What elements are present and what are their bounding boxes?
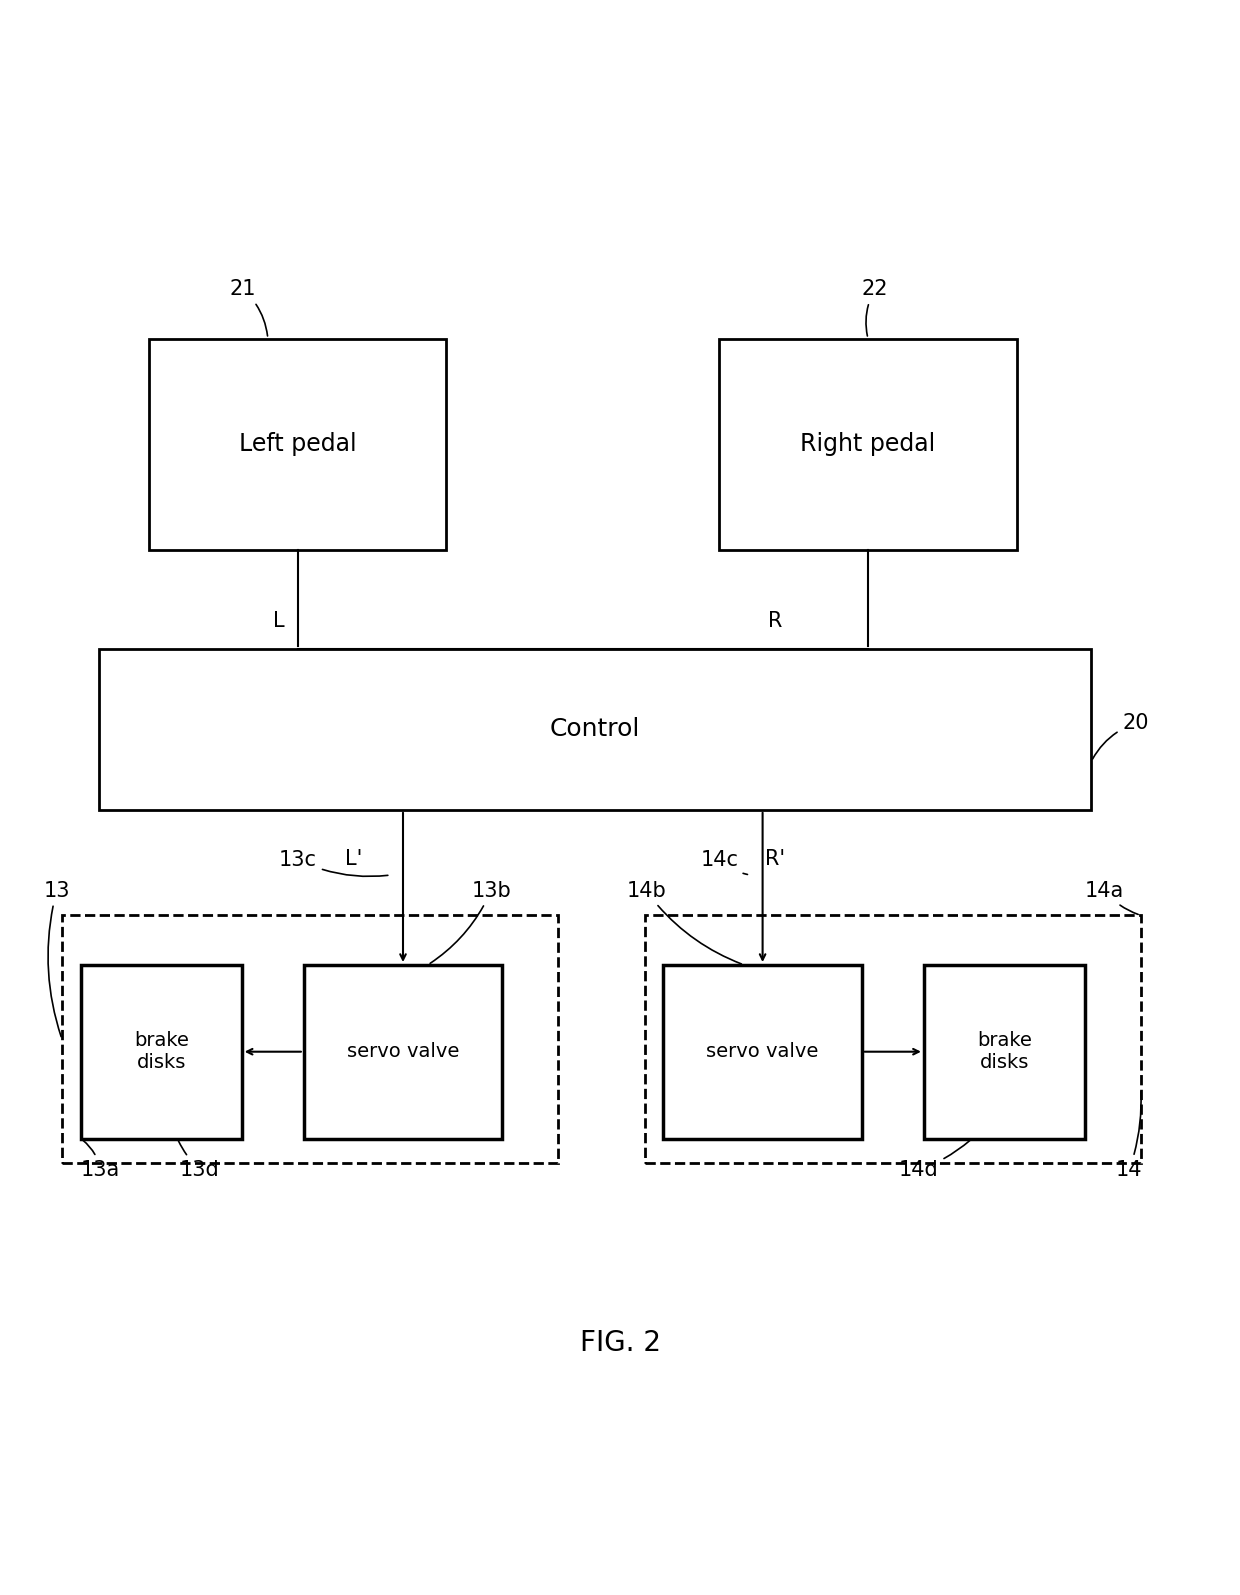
Text: 14c: 14c [701, 850, 748, 874]
Text: 14b: 14b [626, 880, 742, 963]
FancyBboxPatch shape [149, 338, 446, 550]
Text: FIG. 2: FIG. 2 [579, 1329, 661, 1357]
Text: 13d: 13d [179, 1140, 219, 1180]
Text: 13b: 13b [430, 880, 511, 963]
Text: 14: 14 [1116, 1091, 1142, 1180]
FancyBboxPatch shape [663, 965, 862, 1139]
FancyBboxPatch shape [924, 965, 1085, 1139]
Text: servo valve: servo valve [707, 1042, 818, 1061]
Text: 13a: 13a [81, 1140, 120, 1180]
Text: L: L [273, 611, 285, 632]
FancyBboxPatch shape [62, 916, 558, 1163]
FancyBboxPatch shape [99, 649, 1091, 810]
Text: brake
disks: brake disks [134, 1032, 188, 1072]
Text: Control: Control [551, 718, 640, 742]
Text: R': R' [765, 850, 785, 869]
Text: brake
disks: brake disks [977, 1032, 1032, 1072]
Text: 13c: 13c [279, 850, 388, 876]
Text: 13: 13 [43, 880, 69, 1037]
Text: R: R [768, 611, 782, 632]
Text: 21: 21 [229, 279, 268, 337]
Text: 20: 20 [1092, 713, 1148, 759]
Text: 14a: 14a [1085, 880, 1138, 914]
FancyBboxPatch shape [81, 965, 242, 1139]
FancyBboxPatch shape [645, 916, 1141, 1163]
Text: servo valve: servo valve [347, 1042, 459, 1061]
Text: Right pedal: Right pedal [800, 432, 936, 456]
Text: Left pedal: Left pedal [239, 432, 356, 456]
FancyBboxPatch shape [719, 338, 1017, 550]
Text: 22: 22 [862, 279, 888, 337]
Text: 14d: 14d [899, 1140, 970, 1180]
FancyBboxPatch shape [304, 965, 502, 1139]
Text: L': L' [345, 850, 362, 869]
